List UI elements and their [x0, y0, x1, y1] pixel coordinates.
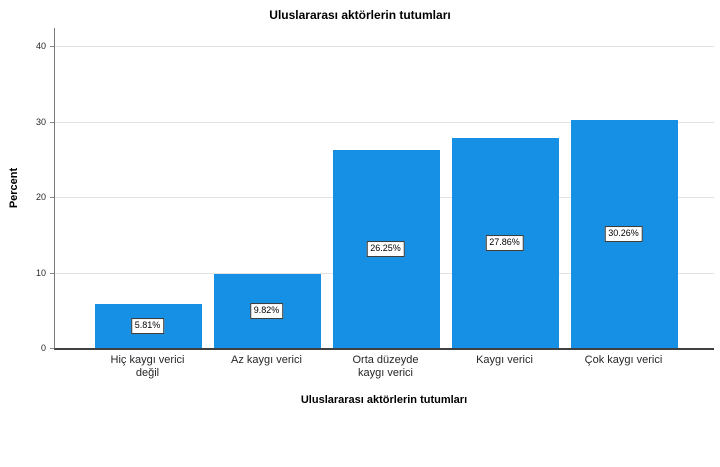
y-tick-label: 30	[35, 116, 46, 127]
x-category-label: Çok kaygı verici	[559, 354, 689, 367]
y-tick-mark	[50, 272, 54, 274]
x-category-label: Kaygı verici	[440, 354, 570, 367]
y-tick-label: 20	[35, 192, 46, 202]
y-tick-label: 0	[40, 343, 46, 353]
value-label: 26.25%	[366, 240, 405, 257]
x-category-label-line: Orta düzeyde	[352, 354, 419, 366]
x-category-label-line: Çok kaygı verici	[584, 354, 663, 366]
y-tick-mark	[50, 46, 54, 47]
x-category-label: Orta düzeyde kaygı verici	[321, 354, 451, 379]
chart-title: Uluslararası aktörlerin tutumları	[269, 8, 451, 22]
x-category-label-line: Kaygı verici	[476, 354, 533, 366]
y-tick-label: 10	[35, 267, 46, 278]
value-label: 9.82%	[249, 302, 284, 319]
x-category-label-line: değil	[135, 366, 160, 379]
y-tick-mark	[50, 348, 54, 349]
x-category-label-line: Hiç kaygı verici	[110, 354, 185, 366]
value-label: 5.81%	[130, 318, 165, 335]
y-tick-mark	[50, 197, 54, 198]
value-label: 30.26%	[604, 225, 643, 242]
value-label: 27.86%	[485, 234, 524, 251]
gridline	[55, 121, 714, 123]
x-category-label: Az kaygı verici	[202, 354, 332, 367]
x-axis-title: Uluslararası aktörlerin tutumları	[300, 394, 468, 406]
x-category-label-line: Az kaygı verici	[231, 354, 302, 366]
x-category-label: Hiç kaygı verici değil	[83, 354, 213, 379]
x-category-label-line: kaygı verici	[357, 366, 414, 379]
y-tick-mark	[50, 121, 54, 123]
y-axis-title: Percent	[8, 167, 20, 209]
y-tick-label: 40	[35, 41, 46, 51]
plot-area	[54, 28, 714, 350]
gridline	[55, 46, 714, 47]
